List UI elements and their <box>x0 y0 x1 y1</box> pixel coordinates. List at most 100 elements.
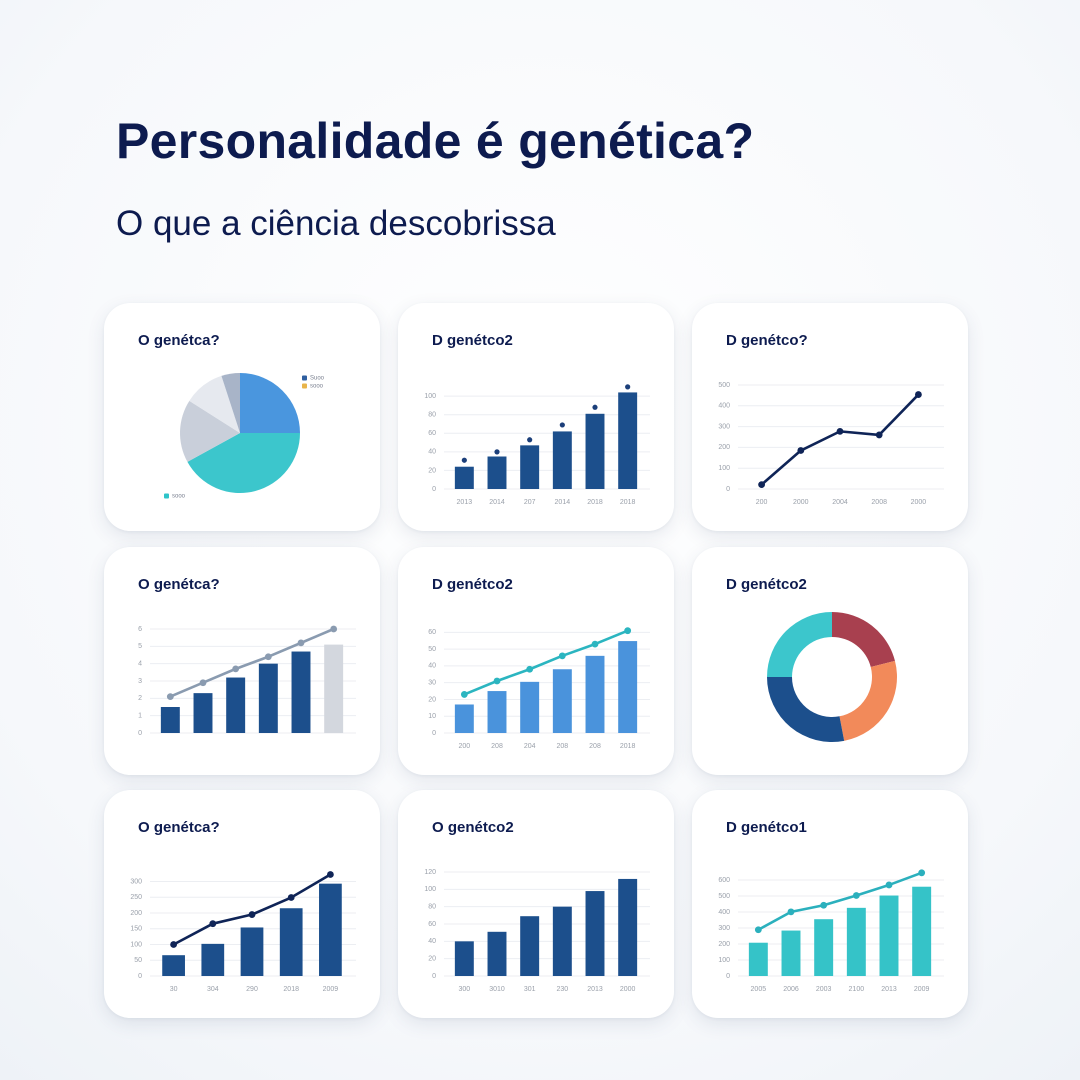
x-tick-label: 2013 <box>587 986 603 993</box>
x-tick-label: 2018 <box>587 499 603 506</box>
line-point <box>797 447 805 454</box>
x-tick-label: 2005 <box>751 986 767 993</box>
y-tick-label: 20 <box>428 467 436 474</box>
x-tick-label: 2000 <box>793 499 809 506</box>
legend-label: sooo <box>310 384 324 390</box>
y-tick-label: 40 <box>428 449 436 456</box>
line <box>760 393 920 486</box>
x-tick-label: 2014 <box>489 499 505 506</box>
line-point <box>209 920 217 928</box>
chart-card: O genétca? Suoo sooo sooo <box>104 303 380 531</box>
dot <box>494 449 500 455</box>
bar <box>162 955 185 976</box>
line-point <box>875 431 883 439</box>
bar <box>846 907 866 976</box>
donut-slice <box>832 612 895 668</box>
bar <box>748 942 768 976</box>
line-point <box>852 892 860 899</box>
y-tick-label: 100 <box>718 957 730 964</box>
bar <box>552 669 572 733</box>
x-tick-label: 2000 <box>911 499 927 506</box>
line-point <box>460 691 468 698</box>
bar <box>279 908 303 976</box>
pie-slice <box>189 375 240 433</box>
bar <box>912 886 932 976</box>
bar <box>520 681 540 733</box>
bar <box>324 644 344 733</box>
line-point <box>624 627 632 635</box>
y-tick-label: 20 <box>428 956 436 963</box>
x-tick-label: 230 <box>556 986 568 993</box>
y-tick-label: 400 <box>718 909 730 916</box>
y-tick-label: 40 <box>428 938 436 945</box>
line-point <box>170 941 177 948</box>
bar <box>291 651 311 733</box>
chart: D genétco2 0 10 20 30 40 50 60 200 208 204 208 208 20… <box>428 576 650 750</box>
x-tick-label: 204 <box>524 743 536 750</box>
x-tick-label: 3010 <box>489 986 505 993</box>
chart-card: D genétco2 0 10 20 30 40 50 60 200 208 204 208 208 20… <box>398 547 674 775</box>
x-tick-label: 2018 <box>620 743 636 750</box>
chart-title: O genétca? <box>138 332 220 349</box>
bar <box>781 930 801 976</box>
bar <box>585 655 605 733</box>
x-tick-label: 208 <box>556 743 568 750</box>
x-tick-label: 2004 <box>832 499 848 506</box>
bar <box>585 891 605 976</box>
dot <box>527 437 533 443</box>
y-tick-label: 200 <box>718 941 730 948</box>
y-tick-label: 0 <box>726 973 730 980</box>
line-point <box>526 665 534 673</box>
line-point <box>787 908 795 916</box>
y-tick-label: 500 <box>718 893 730 900</box>
chart: D genétco1 0 100 200 300 400 500 600 2005 2006 200… <box>718 819 944 993</box>
chart-title: D genétco2 <box>432 576 513 593</box>
chart: O genétco2 0 20 40 60 80 100 120 300 3010 301 230 20… <box>424 819 650 993</box>
y-tick-label: 4 <box>138 661 142 668</box>
y-tick-label: 30 <box>428 680 436 687</box>
line-point <box>493 677 501 685</box>
line-point <box>297 639 305 647</box>
line-point <box>287 894 295 901</box>
bar <box>240 927 264 976</box>
line <box>757 871 923 931</box>
x-tick-label: 2013 <box>881 986 897 993</box>
y-tick-label: 200 <box>130 910 142 917</box>
line-point <box>166 693 174 700</box>
line-point <box>918 869 926 877</box>
bar <box>454 941 474 976</box>
y-tick-label: 150 <box>130 926 142 933</box>
bar <box>585 413 605 489</box>
y-tick-label: 0 <box>138 973 142 980</box>
chart-card: D genétco? 0 100 200 300 400 500 200 2000 2004 200… <box>692 303 968 531</box>
x-tick-label: 2003 <box>816 986 832 993</box>
bar <box>487 691 507 733</box>
x-tick-label: 2013 <box>457 499 473 506</box>
legend-label: sooo <box>172 494 186 500</box>
pie-slice <box>240 373 300 433</box>
legend-swatch <box>164 493 169 499</box>
y-tick-label: 100 <box>424 393 436 400</box>
y-tick-label: 20 <box>428 696 436 703</box>
x-tick-label: 2018 <box>620 499 636 506</box>
chart-title: O genétco2 <box>432 819 514 836</box>
y-tick-label: 3 <box>138 678 142 685</box>
line-point <box>885 881 893 889</box>
line-point <box>330 625 338 633</box>
y-tick-label: 2 <box>138 695 142 702</box>
line-point <box>199 679 207 687</box>
line-point <box>836 427 844 435</box>
line-point <box>915 391 922 398</box>
line <box>169 627 335 698</box>
bar <box>454 466 474 489</box>
line-point <box>754 926 762 934</box>
x-tick-label: 2014 <box>555 499 571 506</box>
chart-card: D genétco2 0 20 40 60 80 100 2013 2014 207 2014 201… <box>398 303 674 531</box>
line-point <box>232 665 240 673</box>
chart: O genétca? 0 1 2 3 4 5 6 <box>138 576 356 737</box>
y-tick-label: 50 <box>134 957 142 964</box>
y-tick-label: 0 <box>432 730 436 737</box>
y-tick-label: 200 <box>718 444 730 451</box>
y-tick-label: 100 <box>718 465 730 472</box>
x-tick-label: 304 <box>207 986 219 993</box>
